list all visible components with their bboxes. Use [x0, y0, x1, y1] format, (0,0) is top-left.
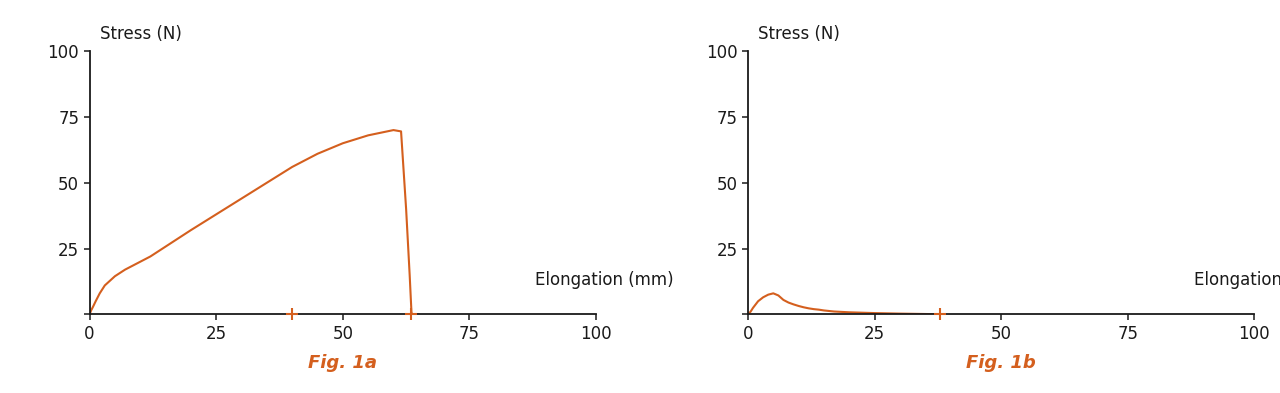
Text: Stress (N): Stress (N) [100, 25, 182, 43]
Text: Fig. 1a: Fig. 1a [308, 354, 378, 372]
Text: Fig. 1b: Fig. 1b [966, 354, 1036, 372]
Text: Stress (N): Stress (N) [758, 25, 840, 43]
Text: Elongation (mm): Elongation (mm) [1194, 271, 1280, 289]
Text: Elongation (mm): Elongation (mm) [535, 271, 673, 289]
